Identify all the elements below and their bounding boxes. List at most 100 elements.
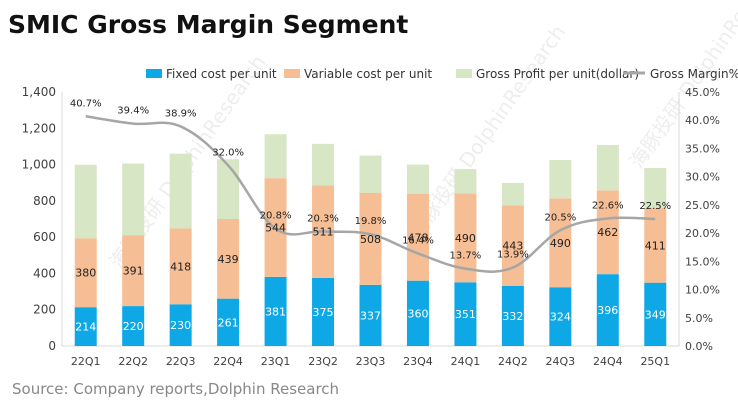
x-tick-label: 25Q1 [640, 355, 670, 368]
bar-value-label: 478 [407, 231, 428, 244]
gross-margin-label: 20.8% [260, 211, 292, 222]
gross-margin-label: 20.3% [307, 213, 339, 224]
gross-profit-bar [264, 134, 287, 179]
gross-margin-label: 20.5% [544, 212, 576, 223]
bar-value-label: 230 [170, 319, 191, 332]
bar-value-label: 360 [407, 307, 428, 320]
y-tick-label: 400 [33, 266, 56, 280]
bar-value-label: 349 [645, 308, 666, 321]
gross-profit-bar [217, 159, 240, 219]
gross-margin-label: 22.5% [639, 201, 671, 212]
bar-value-label: 511 [313, 226, 334, 239]
data-labels: 214 380 220 391 230 418 261 439 381 544 375 511 337 5… [70, 98, 671, 333]
x-tick-label: 23Q3 [356, 355, 386, 368]
bar-value-label: 396 [597, 304, 618, 317]
legend-label: Gross Profit per unit(dollar) [476, 67, 639, 81]
bars [74, 134, 667, 346]
bar-value-label: 380 [75, 267, 96, 280]
y-tick-label: 0 [48, 339, 56, 353]
variable-cost-bar [217, 219, 240, 299]
x-tick-label: 23Q4 [403, 355, 433, 368]
bar-value-label: 443 [502, 240, 523, 253]
gross-profit-bar [501, 182, 524, 206]
bar-value-label: 332 [502, 310, 523, 323]
fixed-cost-bar [312, 277, 335, 346]
variable-cost-bar [406, 193, 429, 281]
fixed-cost-bar [264, 276, 287, 346]
legend: Fixed cost per unit Variable cost per uni… [146, 67, 738, 81]
fixed-cost-bar [501, 285, 524, 346]
legend-swatch [284, 69, 300, 78]
y-tick-label: 600 [33, 230, 56, 244]
fixed-cost-bar [359, 284, 382, 346]
fixed-cost-bar [596, 274, 619, 346]
gross-profit-bar [549, 160, 572, 199]
bar-value-label: 462 [597, 226, 618, 239]
gross-margin-label: 13.7% [450, 251, 482, 262]
bar-value-label: 544 [265, 222, 286, 235]
bar-value-label: 337 [360, 309, 381, 322]
x-tick-label: 22Q1 [71, 355, 101, 368]
y2-tick-label: 0.0% [685, 340, 713, 353]
bar-value-label: 418 [170, 260, 191, 273]
y-tick-label: 1,000 [22, 158, 56, 172]
gross-profit-bar [644, 168, 667, 209]
x-tick-label: 24Q3 [546, 355, 576, 368]
x-tick-label: 24Q1 [451, 355, 481, 368]
source-note: Source: Company reports,Dolphin Research [12, 380, 340, 398]
bar-value-label: 261 [218, 316, 239, 329]
x-tick-label: 23Q2 [308, 355, 338, 368]
fixed-cost-bar [217, 298, 240, 346]
fixed-cost-bar [644, 282, 667, 346]
bar-value-label: 411 [645, 239, 666, 252]
gross-margin-label: 32.0% [212, 147, 244, 158]
y-tick-label: 200 [33, 303, 56, 317]
fixed-cost-bar [549, 287, 572, 346]
bar-value-label: 391 [123, 265, 144, 278]
gross-margin-label: 39.4% [117, 106, 149, 117]
chart-title: SMIC Gross Margin Segment [8, 10, 409, 39]
variable-cost-bar [122, 235, 145, 307]
gross-margin-label: 13.9% [497, 250, 529, 261]
bar-value-label: 381 [265, 305, 286, 318]
fixed-cost-bar [406, 280, 429, 346]
bar-value-label: 490 [550, 237, 571, 250]
variable-cost-bar [596, 190, 619, 275]
x-tick-label: 22Q2 [118, 355, 148, 368]
gross-profit-bar [312, 143, 335, 186]
gross-profit-bar [74, 164, 97, 239]
x-tick-label: 24Q4 [593, 355, 623, 368]
bar-value-label: 439 [218, 253, 239, 266]
watermark-text: 海豚投研 DolphinResearch [404, 20, 570, 243]
variable-cost-bar [74, 238, 97, 308]
bar-value-label: 351 [455, 308, 476, 321]
gross-margin-label: 38.9% [165, 108, 197, 119]
x-tick-label: 22Q4 [213, 355, 243, 368]
gross-profit-bar [596, 144, 619, 191]
bar-value-label: 324 [550, 311, 571, 324]
gross-margin-label: 16.4% [402, 235, 434, 246]
gross-margin-label: 22.6% [592, 200, 624, 211]
variable-cost-bar [644, 208, 667, 283]
gross-profit-bar [406, 164, 429, 194]
x-tick-label: 22Q3 [166, 355, 196, 368]
fixed-cost-bar [122, 306, 145, 346]
gross-profit-bar [169, 153, 192, 229]
gross-margin-label: 19.8% [355, 216, 387, 227]
legend-label: Fixed cost per unit [166, 67, 277, 81]
gross-profit-bar [454, 169, 477, 194]
y2-tick-label: 25.0% [685, 199, 720, 212]
bar-value-label: 508 [360, 233, 381, 246]
fixed-cost-bar [74, 307, 97, 346]
y2-tick-label: 5.0% [685, 312, 713, 325]
bar-value-label: 214 [75, 321, 96, 334]
gross-profit-bar [359, 155, 382, 193]
x-tick-label: 24Q2 [498, 355, 528, 368]
bar-value-label: 490 [455, 232, 476, 245]
y2-tick-label: 20.0% [685, 227, 720, 240]
variable-cost-bar [359, 192, 382, 285]
variable-cost-bar [169, 228, 192, 305]
legend-swatch [456, 69, 472, 78]
legend-swatch [146, 69, 162, 78]
